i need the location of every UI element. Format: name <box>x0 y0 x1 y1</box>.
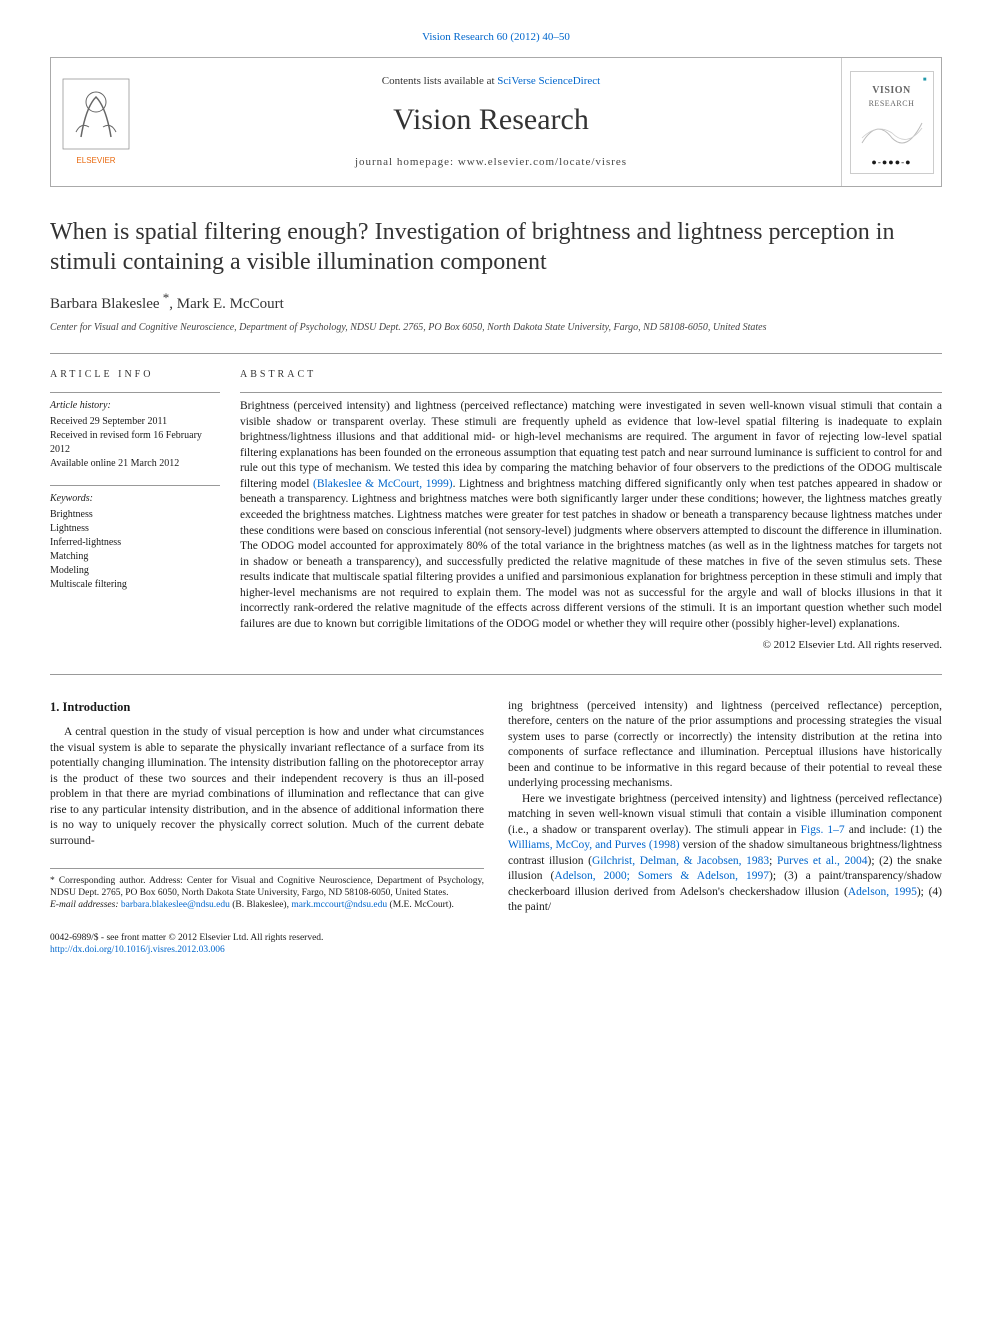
cite-williams[interactable]: Williams, McCoy, and Purves (1998) <box>508 839 680 851</box>
journal-homepage: journal homepage: www.elsevier.com/locat… <box>355 155 627 170</box>
front-matter: 0042-6989/$ - see front matter © 2012 El… <box>50 932 484 957</box>
email-name-1: (B. Blakeslee), <box>230 900 291 910</box>
contents-prefix: Contents lists available at <box>382 75 497 87</box>
metadata-abstract-row: article info Article history: Received 2… <box>50 368 942 674</box>
email-name-2: (M.E. McCourt). <box>387 900 454 910</box>
homepage-link[interactable]: www.elsevier.com/locate/visres <box>458 156 627 168</box>
contents-available: Contents lists available at SciVerse Sci… <box>382 74 600 89</box>
body-columns: 1. Introduction A central question in th… <box>50 699 942 957</box>
svg-text:ELSEVIER: ELSEVIER <box>76 156 115 165</box>
right-column: ing brightness (perceived intensity) and… <box>508 699 942 957</box>
journal-cover-thumbnail: ■ VISION RESEARCH ●-●●●-● <box>841 58 941 186</box>
keyword: Inferred-lightness <box>50 536 220 550</box>
history-heading: Article history: <box>50 399 220 413</box>
issn-line: 0042-6989/$ - see front matter © 2012 El… <box>50 932 484 944</box>
abstract-text: Brightness (perceived intensity) and lig… <box>240 399 942 632</box>
cover-label-top: VISION <box>872 85 911 96</box>
article-title: When is spatial filtering enough? Invest… <box>50 217 942 277</box>
cite-gilchrist[interactable]: Gilchrist, Delman, & Jacobsen, 1983 <box>592 855 769 867</box>
corresponding-footnote: * Corresponding author. Address: Center … <box>50 875 484 900</box>
left-column: 1. Introduction A central question in th… <box>50 699 484 957</box>
history-online: Available online 21 March 2012 <box>50 457 220 471</box>
cite-adelson-1995[interactable]: Adelson, 1995 <box>848 886 917 898</box>
email-link-1[interactable]: barbara.blakeslee@ndsu.edu <box>121 900 230 910</box>
citation-link[interactable]: Vision Research 60 (2012) 40–50 <box>422 31 570 43</box>
email-link-2[interactable]: mark.mccourt@ndsu.edu <box>291 900 387 910</box>
header-center: Contents lists available at SciVerse Sci… <box>141 58 841 186</box>
abstract-citation-link[interactable]: (Blakeslee & McCourt, 1999) <box>313 478 453 490</box>
article-info-heading: article info <box>50 368 220 382</box>
affiliation: Center for Visual and Cognitive Neurosci… <box>50 321 942 335</box>
keyword: Modeling <box>50 564 220 578</box>
history-revised: Received in revised form 16 February 201… <box>50 429 220 457</box>
keyword: Lightness <box>50 522 220 536</box>
article-info-column: article info Article history: Received 2… <box>50 368 240 653</box>
keyword: Multiscale filtering <box>50 578 220 592</box>
keyword: Matching <box>50 550 220 564</box>
intro-paragraph-2: Here we investigate brightness (perceive… <box>508 792 942 916</box>
footnote-block: * Corresponding author. Address: Center … <box>50 868 484 912</box>
keywords-heading: Keywords: <box>50 485 220 506</box>
divider <box>50 353 942 354</box>
p2-b: and include: (1) the <box>845 824 942 836</box>
keyword: Brightness <box>50 508 220 522</box>
section-heading-introduction: 1. Introduction <box>50 699 484 716</box>
journal-name: Vision Research <box>393 99 589 141</box>
corresponding-star-icon: * <box>160 290 170 305</box>
homepage-prefix: journal homepage: <box>355 156 458 168</box>
abstract-copyright: © 2012 Elsevier Ltd. All rights reserved… <box>240 638 942 653</box>
sciencedirect-link[interactable]: SciVerse ScienceDirect <box>497 75 600 87</box>
publisher-logo-elsevier: ELSEVIER <box>51 58 141 186</box>
intro-paragraph-cont: ing brightness (perceived intensity) and… <box>508 699 942 792</box>
history-received: Received 29 September 2011 <box>50 415 220 429</box>
p2-d: ; <box>769 855 777 867</box>
journal-citation: Vision Research 60 (2012) 40–50 <box>50 30 942 45</box>
abstract-column: abstract Brightness (perceived intensity… <box>240 368 942 653</box>
doi-link[interactable]: http://dx.doi.org/10.1016/j.visres.2012.… <box>50 945 225 955</box>
cover-label-bottom: RESEARCH <box>869 99 915 108</box>
figs-link[interactable]: Figs. 1–7 <box>801 824 845 836</box>
cite-adelson-2000[interactable]: Adelson, 2000; Somers & Adelson, 1997 <box>554 870 769 882</box>
email-label: E-mail addresses: <box>50 900 119 910</box>
abstract-heading: abstract <box>240 368 942 382</box>
journal-header: ELSEVIER Contents lists available at Sci… <box>50 57 942 187</box>
abstract-part1: Brightness (perceived intensity) and lig… <box>240 400 942 490</box>
cite-purves[interactable]: Purves et al., 2004 <box>777 855 868 867</box>
author-list: Barbara Blakeslee *, Mark E. McCourt <box>50 289 942 315</box>
author-1[interactable]: Barbara Blakeslee <box>50 296 160 312</box>
intro-paragraph: A central question in the study of visua… <box>50 725 484 849</box>
abstract-part2: . Lightness and brightness matching diff… <box>240 478 942 630</box>
author-2[interactable]: Mark E. McCourt <box>177 296 284 312</box>
email-footnote: E-mail addresses: barbara.blakeslee@ndsu… <box>50 899 484 911</box>
